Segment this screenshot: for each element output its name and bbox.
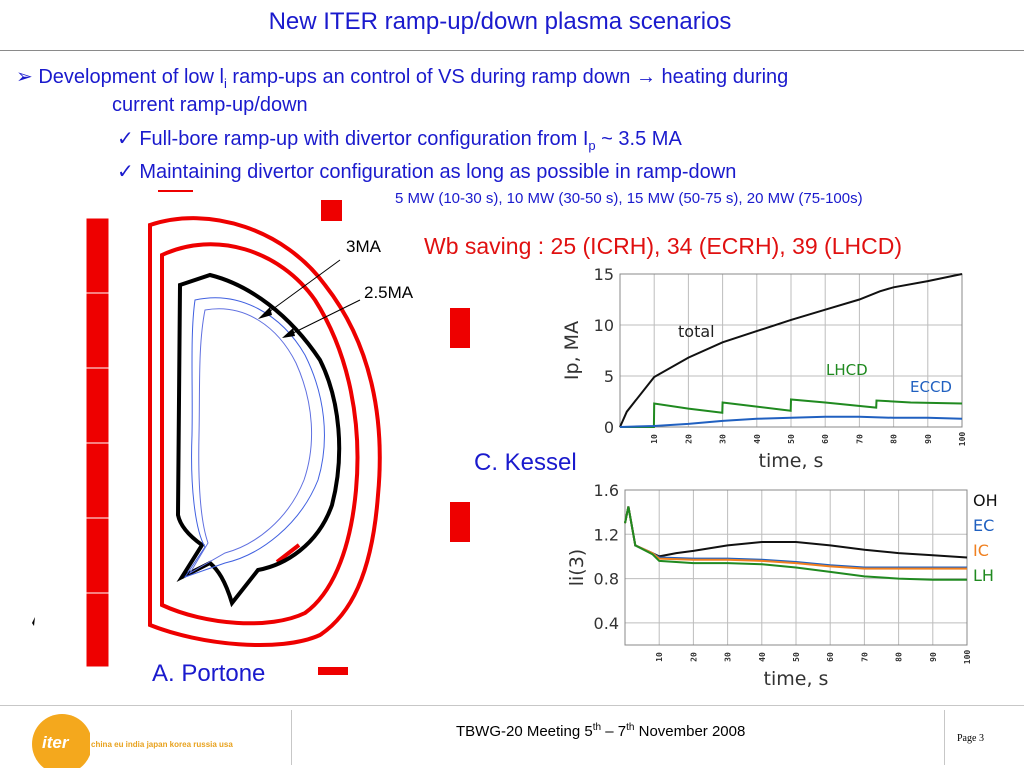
leader-line-3ma bbox=[261, 259, 341, 318]
y-tick-label: 0.8 bbox=[594, 570, 619, 589]
tick-mark bbox=[32, 617, 35, 626]
leader-line-25ma bbox=[284, 299, 361, 338]
x-tick-label: 40 bbox=[753, 434, 762, 444]
checkmark-icon: ✓ bbox=[117, 128, 134, 150]
series-line-total bbox=[619, 273, 963, 428]
pf-coil-1 bbox=[321, 200, 342, 221]
plasma-boundary-25ma bbox=[188, 308, 313, 575]
right-arrow-icon: → bbox=[635, 66, 656, 88]
x-tick-label: 60 bbox=[826, 652, 835, 662]
x-tick-label: 80 bbox=[895, 652, 904, 662]
main-bullet-text-3: heating during bbox=[655, 66, 789, 88]
legend-total: total bbox=[678, 322, 715, 341]
legend-lh: LH bbox=[973, 566, 994, 585]
check-item-2-text: Maintaining divertor configuration as lo… bbox=[139, 161, 737, 183]
y-tick-label: 5 bbox=[604, 367, 614, 386]
x-axis-label: time, s bbox=[764, 668, 829, 690]
series-line-lhcd bbox=[620, 398, 963, 428]
legend-oh: OH bbox=[973, 491, 998, 510]
main-bullet-text-2: ramp-ups an control of VS during ramp do… bbox=[226, 66, 636, 88]
arrowhead-25ma-icon bbox=[282, 328, 295, 338]
label-2-5ma: 2.5MA bbox=[364, 283, 414, 302]
title-divider bbox=[0, 50, 1024, 51]
y-axis-label: li(3) bbox=[566, 549, 588, 586]
y-tick-label: 15 bbox=[594, 265, 614, 284]
y-tick-label: 1.2 bbox=[594, 525, 619, 544]
legend-lhcd: LHCD bbox=[826, 361, 868, 379]
x-tick-label: 70 bbox=[860, 652, 869, 662]
check-item-1-tail: ~ 3.5 MA bbox=[595, 128, 682, 150]
bullet-arrow-icon: ➢ bbox=[16, 66, 33, 88]
central-solenoid-coils bbox=[85, 217, 110, 668]
y-axis-label: Ip, MA bbox=[561, 321, 583, 380]
x-tick-label: 10 bbox=[650, 434, 659, 444]
main-bullet-text: Development of low l bbox=[38, 66, 224, 88]
legend-eccd: ECCD bbox=[910, 378, 952, 396]
check-item-1-text: Full-bore ramp-up with divertor configur… bbox=[139, 128, 589, 150]
x-tick-label: 50 bbox=[792, 652, 801, 662]
series-line-lh bbox=[624, 506, 967, 581]
plasma-cross-section-diagram bbox=[32, 190, 470, 675]
x-tick-label: 80 bbox=[890, 434, 899, 444]
iter-logo-text: iter bbox=[42, 733, 69, 752]
slide-title: New ITER ramp-up/down plasma scenarios bbox=[268, 8, 732, 35]
label-3ma: 3MA bbox=[346, 237, 381, 256]
pf-coil-3 bbox=[450, 502, 470, 542]
outer-vessel-wall bbox=[148, 216, 382, 647]
meeting-info: TBWG-20 Meeting 5th – 7th November 2008 bbox=[456, 722, 746, 740]
plasma-boundary-3ma bbox=[183, 297, 325, 578]
x-tick-label: 20 bbox=[689, 652, 698, 662]
x-tick-label: 100 bbox=[958, 432, 967, 447]
first-wall bbox=[175, 272, 342, 608]
li3-chart: 10 20 30 40 50 60 70 80 90 100 1.6 1.2 0.8 0.4 time, s… bbox=[566, 484, 998, 690]
pf-coil-2 bbox=[450, 308, 470, 348]
x-tick-label: 100 bbox=[963, 650, 972, 665]
x-tick-label: 20 bbox=[684, 434, 693, 444]
x-tick-label: 10 bbox=[655, 652, 664, 662]
iter-logo-icon bbox=[32, 714, 90, 768]
power-schedule-note: 5 MW (10-30 s), 10 MW (30-50 s), 15 MW (… bbox=[395, 190, 863, 207]
legend-ic: IC bbox=[973, 541, 989, 560]
li-subscript: i bbox=[223, 76, 227, 91]
legend-ec: EC bbox=[973, 516, 994, 535]
plot-frame bbox=[619, 273, 963, 428]
x-tick-label: 30 bbox=[719, 434, 728, 444]
iter-logo-tagline: china eu india japan korea russia usa bbox=[91, 740, 233, 749]
x-axis-label: time, s bbox=[759, 450, 824, 472]
footer-divider bbox=[0, 705, 1024, 706]
x-tick-label: 90 bbox=[929, 652, 938, 662]
x-tick-label: 40 bbox=[758, 652, 767, 662]
check-item-2: ✓ Maintaining divertor configuration as … bbox=[117, 159, 736, 184]
y-tick-label: 0.4 bbox=[594, 614, 619, 633]
ip-current-chart: 10 20 30 40 50 60 70 80 90 100 0 5 10 15 time, s Ip, MA… bbox=[561, 265, 967, 472]
x-tick-label: 50 bbox=[787, 434, 796, 444]
author-kessel: C. Kessel bbox=[474, 449, 577, 476]
footer-separator-left bbox=[291, 710, 292, 765]
y-tick-label: 10 bbox=[594, 316, 614, 335]
y-tick-label: 0 bbox=[604, 418, 614, 437]
series-line-eccd bbox=[619, 415, 963, 428]
x-tick-label: 60 bbox=[821, 434, 830, 444]
arrowhead-3ma-icon bbox=[258, 307, 272, 319]
main-bullet-line2: current ramp-up/down bbox=[112, 94, 308, 116]
ip-subscript: p bbox=[588, 138, 596, 153]
author-portone: A. Portone bbox=[152, 660, 266, 687]
checkmark-icon: ✓ bbox=[117, 161, 134, 183]
inner-vessel-wall bbox=[160, 242, 360, 626]
page-number: Page 3 bbox=[957, 733, 984, 744]
vs-coil bbox=[275, 543, 301, 564]
x-tick-label: 70 bbox=[855, 434, 864, 444]
x-tick-label: 30 bbox=[724, 652, 733, 662]
check-item-1: ✓ Full-bore ramp-up with divertor config… bbox=[117, 126, 682, 153]
x-tick-label: 90 bbox=[924, 434, 933, 444]
y-tick-label: 1.6 bbox=[594, 484, 619, 500]
main-bullet: ➢ Development of low li ramp-ups an cont… bbox=[16, 64, 788, 91]
pf-coil-4 bbox=[318, 667, 348, 675]
footer-separator-right bbox=[944, 710, 945, 765]
wb-saving-text: Wb saving : 25 (ICRH), 34 (ECRH), 39 (LH… bbox=[424, 233, 902, 259]
